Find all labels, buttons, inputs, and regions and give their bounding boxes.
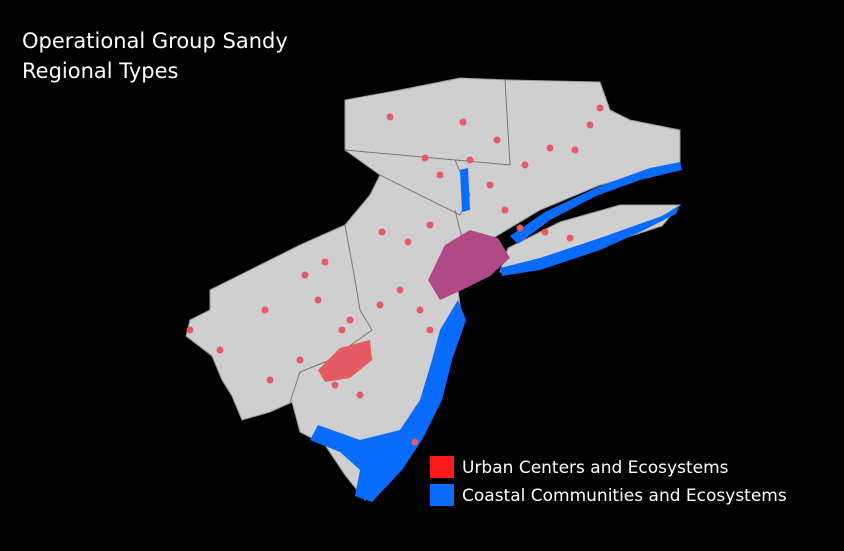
legend-swatch — [430, 484, 454, 506]
title-line: Regional Types — [22, 59, 178, 83]
title-line: Operational Group Sandy — [22, 29, 288, 53]
urban-areas — [186, 104, 604, 446]
legend: Urban Centers and Ecosystems Coastal Comm… — [430, 456, 787, 506]
coastal-areas — [310, 162, 682, 502]
legend-swatch — [430, 456, 454, 478]
legend-label: Coastal Communities and Ecosystems — [462, 486, 787, 506]
legend-label: Urban Centers and Ecosystems — [462, 458, 729, 478]
